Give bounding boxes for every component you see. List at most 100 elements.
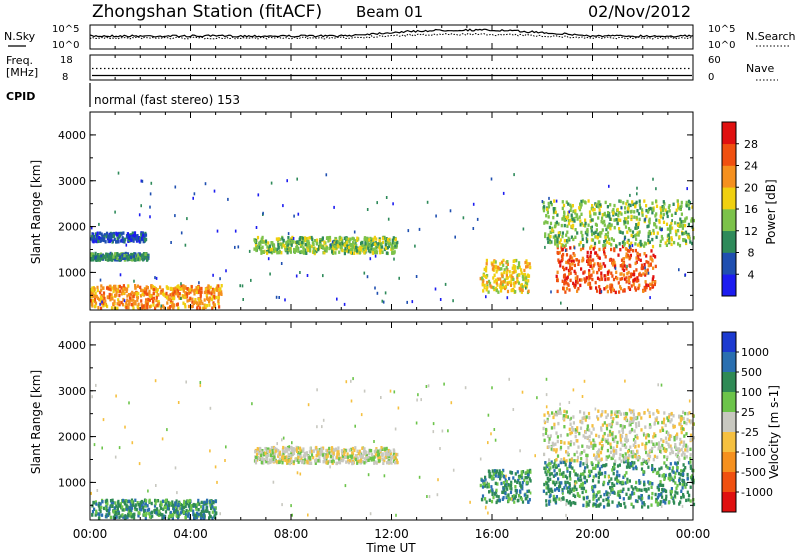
vel-cell [606,438,609,442]
vel-cell [136,501,139,505]
vel-cell [292,461,295,466]
power-cell [216,229,219,233]
vel-cell [488,498,491,502]
vel-cell [192,509,195,513]
power-cell [472,202,475,206]
vel-cell [154,379,157,383]
vel-cell [495,500,498,505]
power-cell [635,233,638,237]
power-cell [626,240,629,244]
vel-cell [145,499,148,503]
vel-cell [290,459,293,463]
power-cell [194,298,197,302]
power-cell [354,248,357,253]
vel-cell [672,425,675,429]
vel-cell [393,390,396,394]
power-cell [658,218,661,223]
power-cell [284,248,287,252]
power-cell [128,233,131,237]
power-cell [389,242,392,246]
power-cell [198,288,201,292]
vel-cell [363,457,366,461]
power-cell [579,278,582,282]
power-cell [167,306,170,311]
power-cell [599,231,602,235]
vel-cell [363,452,366,456]
vel-cell [389,389,392,393]
vel-cell [521,470,525,474]
power-cell [359,248,363,252]
vel-cell [542,489,545,493]
vel-cell [507,493,510,497]
power-cell [675,232,678,237]
vel-cell [611,434,614,438]
vel-cell [689,456,692,461]
vel-cell [150,510,153,514]
vel-cell [536,396,538,400]
vel-cell [653,421,657,425]
vel-cell [125,507,128,511]
vel-cell [329,459,332,464]
power-cell [123,256,126,260]
vel-cell [615,474,619,478]
vel-cell [480,478,483,482]
vel-cell [205,499,208,504]
power-cell [157,293,160,297]
power-cell [193,288,197,292]
power-cell [337,244,340,249]
power-cell [635,226,638,231]
power-cell [361,240,364,245]
vel-cell [586,427,589,432]
vel-cell [568,458,571,462]
power-cell [520,287,523,292]
vel-cell [654,500,658,504]
vel-cell [610,415,613,419]
power-cell [635,279,639,283]
vel-cell [581,481,585,486]
vel-cell [297,460,300,464]
vel-cell [192,512,195,517]
vel-cell [645,436,648,440]
power-cell [590,226,593,230]
power-cell [624,220,627,224]
vel-cell [325,448,328,453]
power-cell [201,301,204,306]
power-cell [187,291,191,295]
vel-cell [310,449,313,454]
vel-cell [600,457,603,461]
power-cell [352,241,355,245]
power-cell [225,269,227,273]
vel-cell [685,498,688,503]
vel-cell [680,495,683,500]
vel-cell [548,437,551,441]
vel-cell [486,485,489,489]
vel-cell [573,485,576,489]
vel-cell [609,486,612,490]
power-cell [524,280,527,285]
vel-cell [167,500,170,505]
vel-cell [359,455,362,459]
power-cell [152,291,155,296]
power-cell [418,227,421,231]
power-cell [521,288,524,292]
power-cell [674,211,677,215]
vel-cell [202,512,205,517]
vel-cell [566,486,569,490]
vel-cell [601,437,604,441]
power-cell [577,259,581,263]
power-cell [104,299,107,303]
power-cell [579,240,582,245]
power-cell [589,286,592,290]
vel-cell [159,500,162,504]
vel-cell [597,454,601,458]
vel-cell [491,492,494,496]
power-cell [554,238,557,242]
vel-cell [117,511,120,516]
power-cell [159,291,162,295]
power-cell [589,264,592,268]
power-cell [363,250,366,255]
power-cell [505,270,508,275]
vel-cell [123,500,126,504]
vel-cell [634,486,637,490]
power-cell [561,231,564,235]
